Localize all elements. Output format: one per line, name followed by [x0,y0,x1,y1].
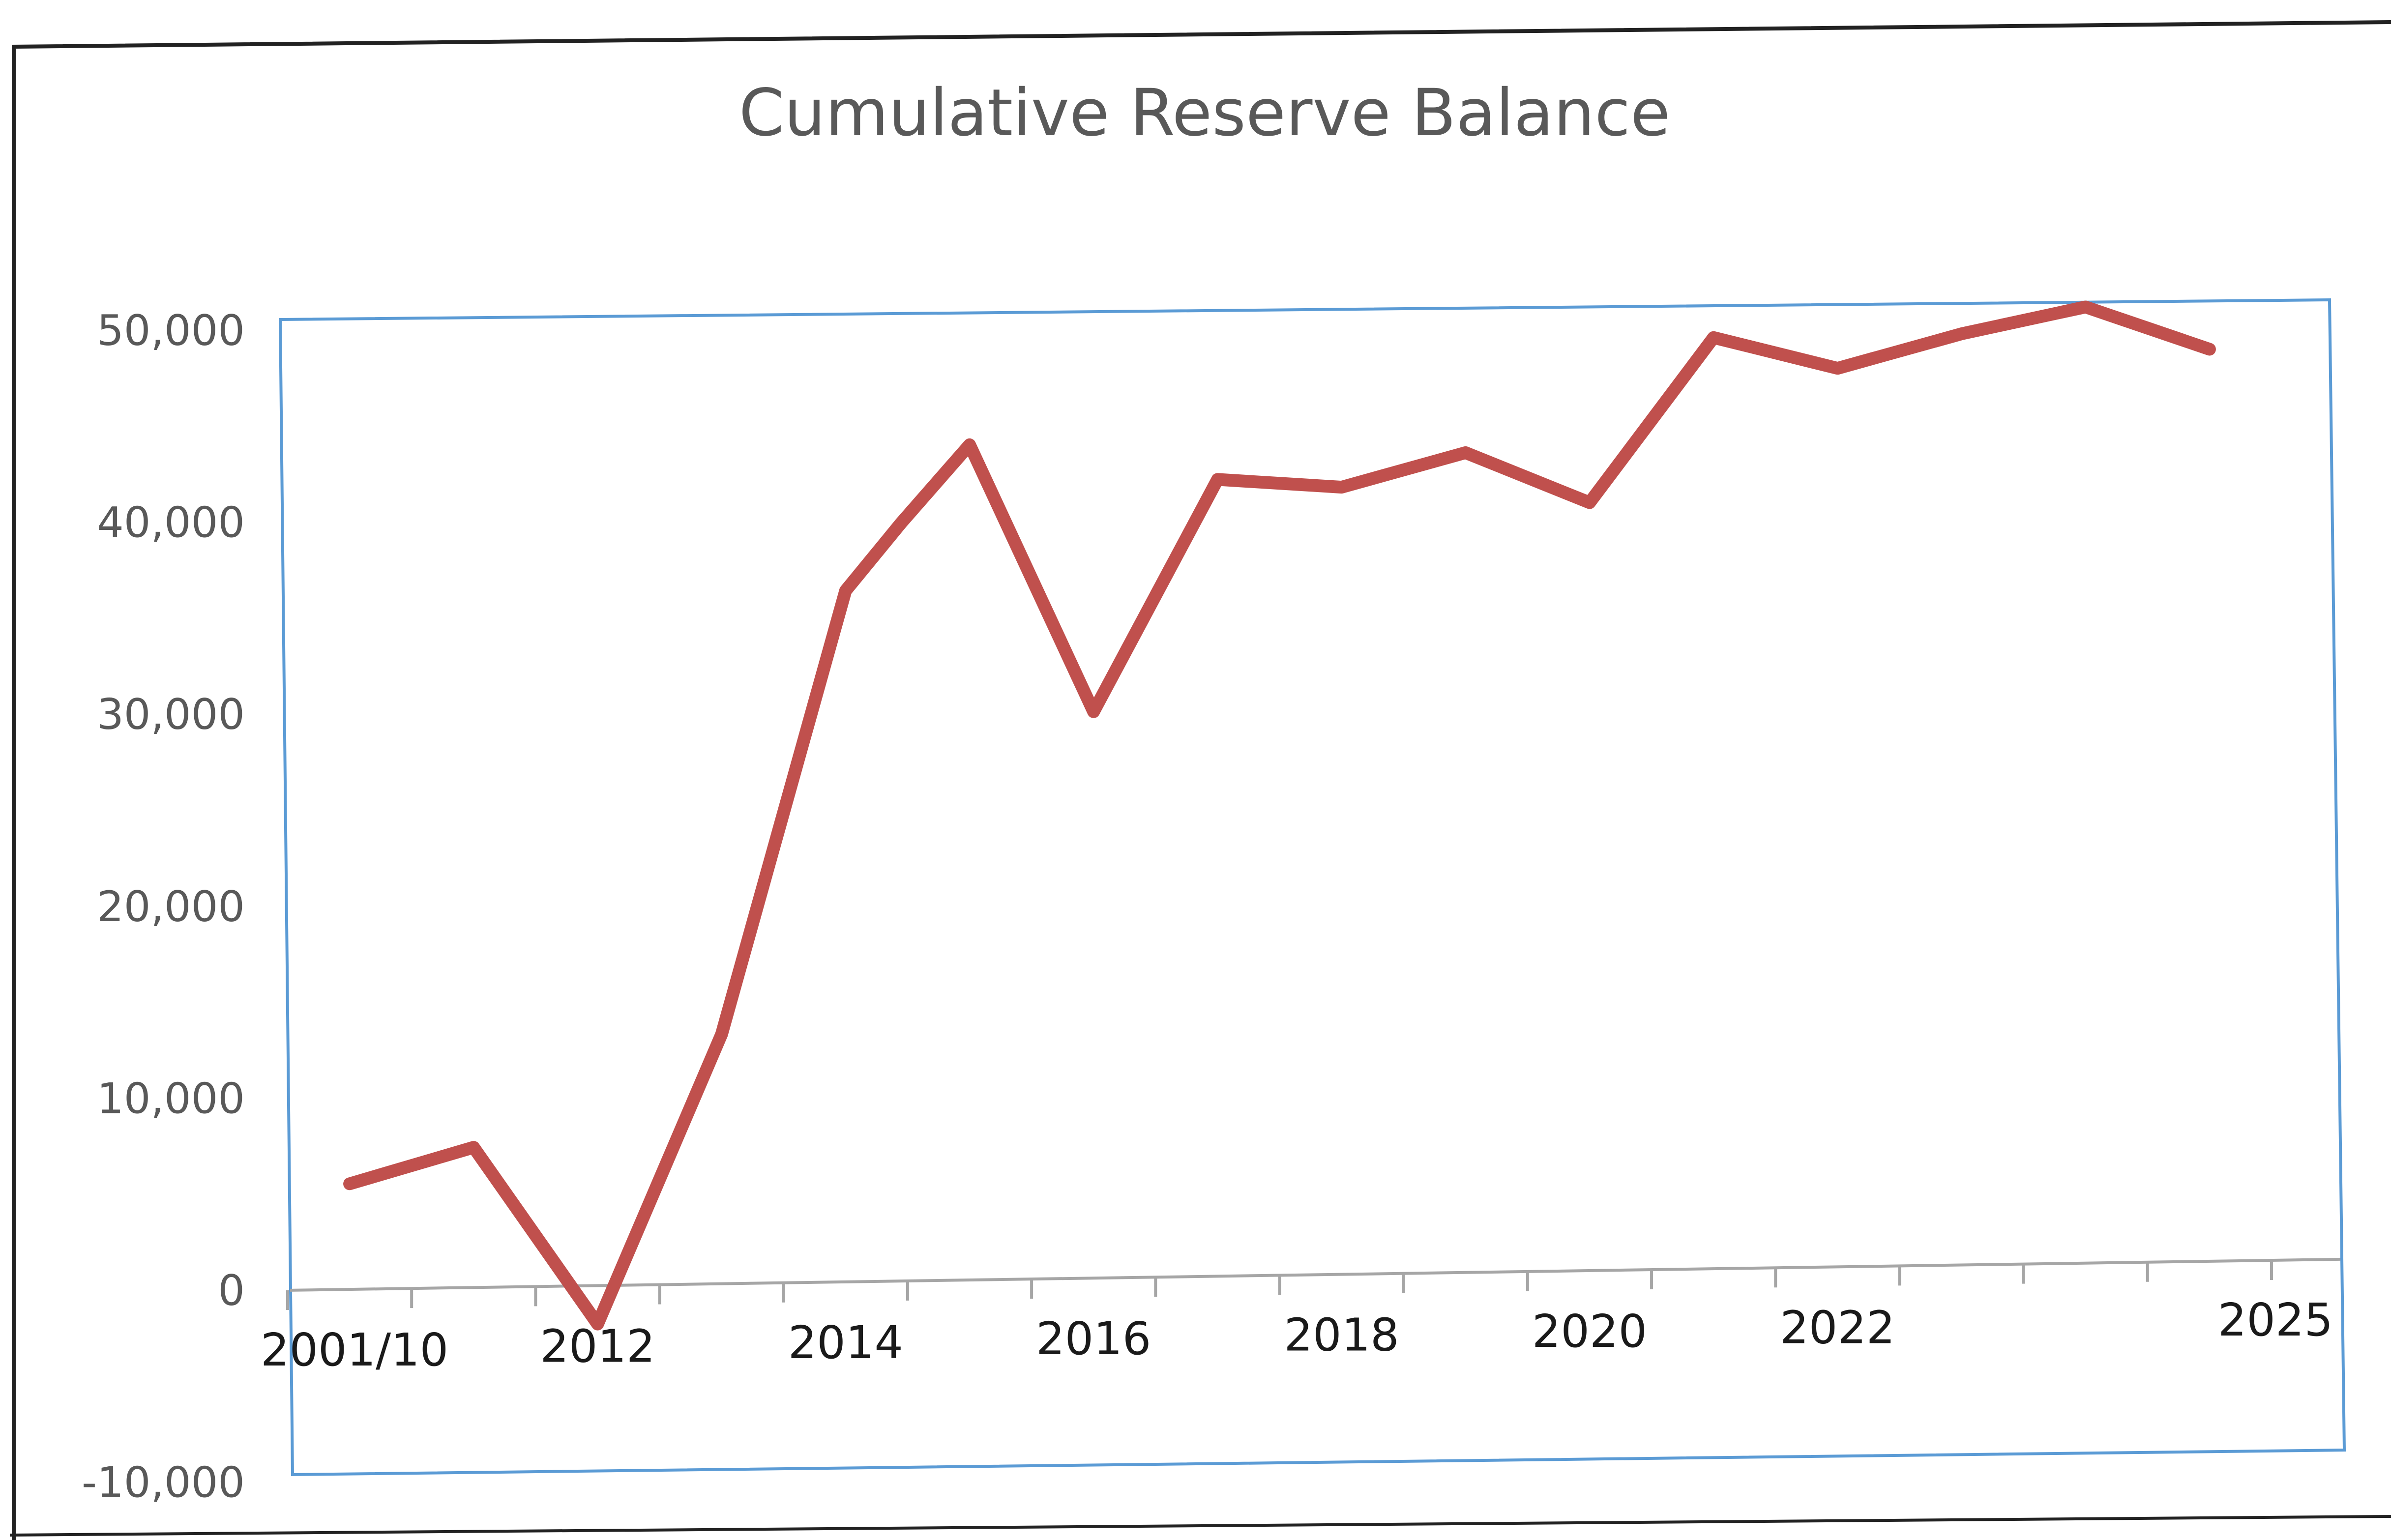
data-point [349,1183,351,1185]
data-point [845,590,846,591]
plot-area [278,298,2346,1477]
x-tick-label: 2022 [1780,1301,1895,1354]
data-point [901,522,902,523]
data-point [721,1033,722,1035]
data-point [969,444,970,445]
outer-frame [12,20,2391,1540]
data-point [1465,452,1466,453]
x-axis: 2001/10 2012 2014 2016 2018 2020 2022 2025 [261,1257,2341,1376]
x-tick-label: 2014 [788,1316,903,1369]
y-tick-label: 0 [218,1266,245,1315]
y-tick-label: -10,000 [82,1458,245,1508]
y-tick-label: 40,000 [97,498,245,548]
x-tick-label: 2016 [1036,1312,1151,1365]
data-point [2209,349,2210,350]
x-tick-label: 2020 [1532,1305,1647,1358]
x-axis-line [290,1257,2341,1292]
data-point [1341,487,1342,488]
outer-frame-bottom [9,1515,2391,1537]
data-point [1961,333,1962,335]
plot-border [278,298,2346,1477]
data-point [2085,306,2086,308]
x-tick-label: 2001/10 [261,1324,448,1376]
x-tick-label: 2018 [1284,1309,1399,1362]
y-tick-label: 30,000 [97,690,245,739]
x-tick-label: 2025 [2218,1294,2333,1346]
y-axis: 50,000 40,000 30,000 20,000 10,000 0 -10,000 [82,306,245,1508]
data-point [1713,337,1714,338]
y-tick-label: 50,000 [97,306,245,355]
series-layer [343,300,2216,1331]
data-point [1217,479,1218,480]
data-point [597,1323,598,1325]
y-tick-label: 10,000 [97,1074,245,1123]
y-tick-label: 20,000 [97,882,245,931]
data-point [1589,502,1590,503]
data-point [1837,368,1838,369]
data-point [1093,711,1094,712]
data-point [473,1147,474,1148]
chart-title: Cumulative Reserve Balance [739,75,1670,151]
